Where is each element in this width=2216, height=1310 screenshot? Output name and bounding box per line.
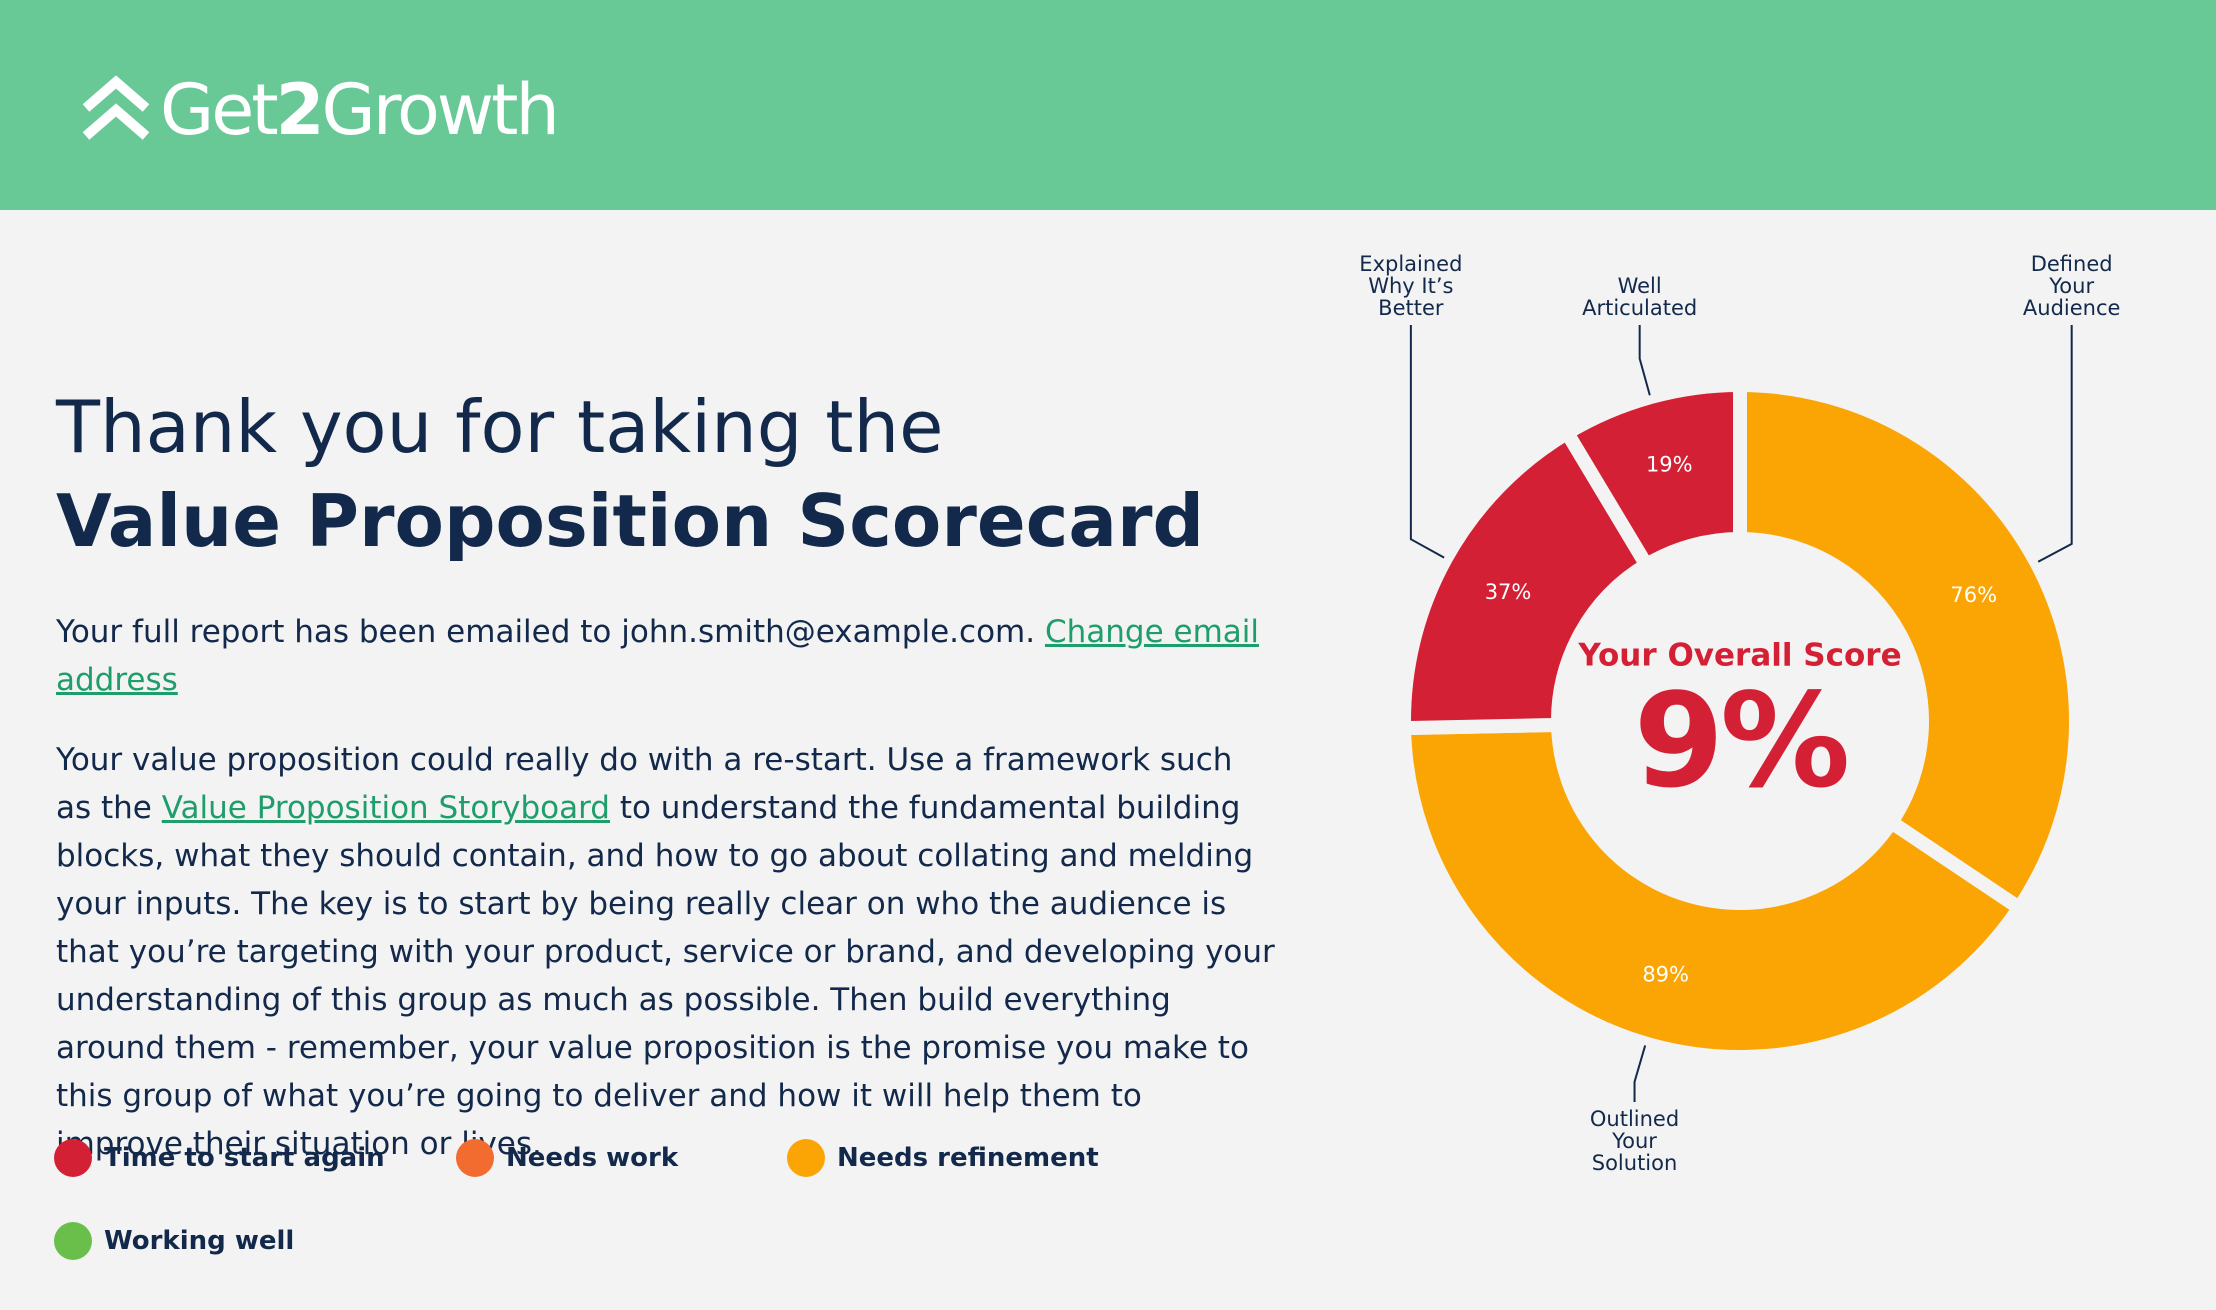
donut-chart: 76% Defined Your Audience 89% Outlined Your… [1359,210,2121,1230]
donut-segment [1557,377,1747,575]
legend-dot [54,1139,92,1177]
category-label-box: Well Articulated [1582,210,1697,319]
email-text: Your full report has been emailed to joh… [56,614,1036,650]
score-value: 9% [1634,665,1847,817]
score-title: Your Overall Score [1577,638,1901,674]
legend-item: Needs refinement [787,1136,1099,1180]
advice-text: to understand the fundamental building b… [56,790,1275,1162]
legend-label: Time to start again [104,1143,385,1173]
category-label-text: Defined Your Audience [2022,252,2121,319]
title: Thank you for taking the Value Propositio… [56,380,1276,568]
category-label-text: Well Articulated [1582,274,1698,319]
advice-text: Your value proposition could really do w… [56,742,1233,826]
logo-text: Growth [321,69,559,151]
logo-digit: 2 [275,69,325,151]
leader-line [1638,325,1651,396]
legend-label: Needs refinement [837,1143,1099,1173]
title-line: Value Proposition Scorecard [56,479,1205,563]
category-label: Explained Why It’s Better [1359,210,1462,319]
legend-dot [456,1139,494,1177]
category-label-text: Outlined Your Solution [1589,1108,1680,1175]
legend-item: Needs work [456,1136,678,1180]
leader-line [1409,325,1445,559]
category-label: Outlined Your Solution [1590,1108,1679,1230]
change-email-link[interactable]: Change email address [56,614,1259,698]
main-content: Thank you for taking the Value Propositio… [56,380,1276,1168]
email-note: Your full report has been emailed to joh… [56,608,1276,704]
logo-icon [82,75,150,140]
header: Get2Growth [0,0,2216,210]
segment-value-label: 37% [1485,580,1532,604]
category-label: Well Articulated [1582,210,1697,319]
legend-label: Needs work [506,1143,679,1173]
title-line: Thank you for taking the [56,385,944,469]
donut-segment [1733,377,2083,918]
leader-line [2037,325,2073,563]
legend-dot [54,1222,92,1260]
legend-dot [787,1139,825,1177]
category-label-box: Outlined Your Solution [1590,1108,1679,1230]
donut-segment [1397,423,1657,736]
category-label-box: Defined Your Audience [2023,210,2121,319]
category-label-text: Explained Why It’s Better [1359,252,1463,319]
donut-segment [1396,717,2029,1064]
logo-text: Get [160,69,279,151]
category-label: Defined Your Audience [2023,210,2121,319]
category-label-box: Explained Why It’s Better [1359,210,1462,319]
segment-value-label: 76% [1950,583,1997,607]
segment-value-label: 89% [1642,962,1689,986]
logo[interactable]: Get2Growth [160,69,560,151]
legend-label: Working well [104,1226,295,1256]
storyboard-link[interactable]: Value Proposition Storyboard [161,790,610,826]
legend-item: Working well [54,1219,294,1263]
advice: Your value proposition could really do w… [56,736,1276,1168]
segment-value-label: 19% [1646,453,1693,477]
leader-line [1633,1045,1647,1102]
legend-item: Time to start again [54,1136,385,1180]
